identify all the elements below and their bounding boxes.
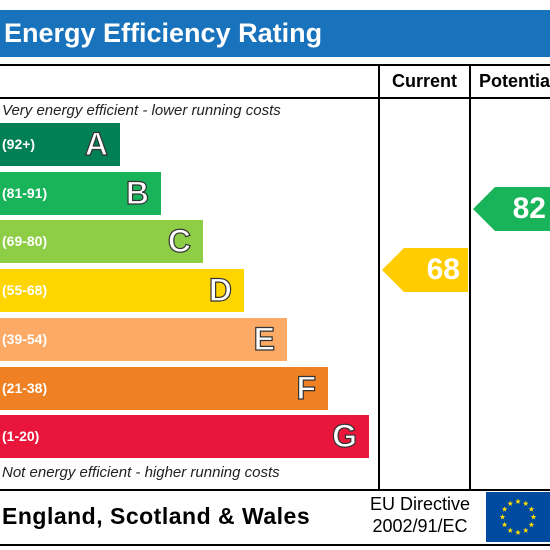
column-header-divider — [0, 97, 550, 99]
eu-star-icon — [507, 500, 514, 506]
band-e: (39-54) E — [0, 318, 287, 361]
footer-directive-line1: EU Directive — [369, 494, 471, 514]
band-letter: A — [84, 125, 108, 162]
footer-directive-line2: 2002/91/EC — [372, 516, 468, 536]
band-letter: C — [167, 222, 191, 259]
band-range-label: (92+) — [2, 136, 36, 152]
band-g: (1-20) G — [0, 415, 369, 458]
band-range-label: (1-20) — [2, 428, 40, 444]
eu-star-icon — [515, 498, 521, 504]
potential-column-header: Potential — [479, 71, 550, 91]
footer-country: England, Scotland & Wales — [2, 503, 311, 529]
eu-star-icon — [522, 500, 529, 506]
band-letter: G — [332, 417, 358, 454]
current-arrow-shape — [382, 248, 468, 292]
band-range-label: (21-38) — [2, 380, 48, 396]
band-c: (69-80) C — [0, 220, 203, 263]
current-column-header: Current — [391, 71, 457, 91]
eu-star-icon — [501, 521, 508, 528]
potential-column-left-border — [469, 64, 471, 491]
band-range-label: (81-91) — [2, 185, 48, 201]
eu-star-icon — [499, 514, 506, 520]
table-top-border — [0, 64, 550, 66]
eu-star-icon — [522, 527, 529, 533]
bottom-note: Not energy efficient - higher running co… — [2, 464, 280, 481]
table-bottom-border — [0, 544, 550, 546]
band-letter: B — [125, 174, 149, 211]
current-column-left-border — [378, 64, 380, 491]
top-note: Very energy efficient - lower running co… — [2, 102, 281, 119]
band-letter: D — [208, 271, 232, 308]
band-b: (81-91) B — [0, 172, 161, 215]
title-bar: Energy Efficiency Rating — [0, 10, 550, 57]
current-rating-value: 68 — [426, 253, 460, 286]
band-f: (21-38) F — [0, 367, 328, 410]
potential-rating-arrow: 82 — [473, 187, 550, 231]
band-range-label: (55-68) — [2, 282, 48, 298]
potential-arrow-shape — [473, 187, 550, 231]
eu-star-icon — [507, 527, 514, 533]
eu-star-icon — [501, 506, 508, 512]
band-range-label: (39-54) — [2, 331, 48, 347]
band-letter: E — [253, 320, 276, 357]
band-range-label: (69-80) — [2, 233, 48, 249]
eu-flag-icon — [486, 492, 550, 542]
footer-top-border — [0, 489, 550, 491]
potential-rating-value: 82 — [512, 192, 546, 225]
eu-star-icon — [528, 521, 535, 528]
band-letter: F — [296, 369, 317, 406]
band-d: (55-68) D — [0, 269, 244, 312]
eu-stars — [499, 498, 537, 535]
page-title: Energy Efficiency Rating — [4, 18, 323, 48]
band-a: (92+) A — [0, 123, 120, 166]
current-rating-arrow: 68 — [382, 248, 468, 292]
eu-star-icon — [515, 529, 521, 535]
eu-star-icon — [530, 514, 537, 520]
eu-star-icon — [528, 506, 535, 512]
